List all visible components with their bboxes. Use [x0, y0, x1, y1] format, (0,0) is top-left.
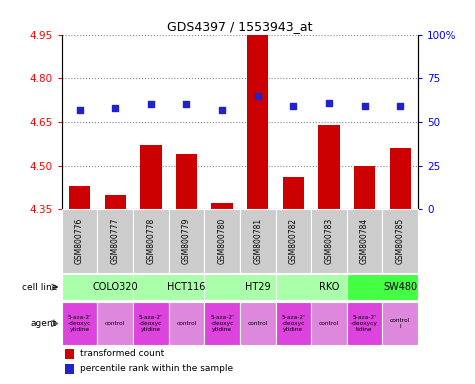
- Bar: [62, 209, 97, 273]
- Text: RKO: RKO: [319, 282, 339, 292]
- Text: HCT116: HCT116: [167, 282, 206, 292]
- Bar: [104, 195, 126, 209]
- Bar: [276, 209, 311, 273]
- Point: [111, 105, 119, 111]
- Text: 5-aza-2'
-deoxyc
ytidine: 5-aza-2' -deoxyc ytidine: [210, 315, 234, 332]
- Bar: [240, 209, 276, 273]
- Point: [361, 103, 369, 109]
- Bar: [65, 349, 74, 359]
- Text: GSM800785: GSM800785: [396, 218, 405, 264]
- Text: GSM800779: GSM800779: [182, 218, 191, 264]
- Text: SW480: SW480: [383, 282, 417, 292]
- Bar: [276, 302, 311, 345]
- Point: [147, 101, 155, 108]
- Bar: [140, 145, 162, 209]
- Text: GSM800780: GSM800780: [218, 218, 227, 264]
- Bar: [347, 302, 382, 345]
- Text: GSM800777: GSM800777: [111, 218, 120, 264]
- Bar: [97, 302, 133, 345]
- Bar: [311, 209, 347, 273]
- Bar: [133, 274, 204, 300]
- Text: transformed count: transformed count: [80, 349, 164, 358]
- Text: GSM800778: GSM800778: [146, 218, 155, 264]
- Bar: [65, 364, 74, 374]
- Bar: [204, 209, 240, 273]
- Bar: [69, 186, 90, 209]
- Bar: [283, 177, 304, 209]
- Point: [289, 103, 297, 109]
- Text: GSM800776: GSM800776: [75, 218, 84, 264]
- Bar: [204, 302, 240, 345]
- Title: GDS4397 / 1553943_at: GDS4397 / 1553943_at: [167, 20, 313, 33]
- Text: percentile rank within the sample: percentile rank within the sample: [80, 364, 233, 374]
- Text: control
l: control l: [390, 318, 410, 329]
- Text: 5-aza-2'
-deoxyc
ytidine: 5-aza-2' -deoxyc ytidine: [139, 315, 163, 332]
- Bar: [247, 35, 268, 209]
- Text: GSM800783: GSM800783: [324, 218, 333, 264]
- Bar: [311, 302, 347, 345]
- Point: [325, 99, 332, 106]
- Text: control: control: [105, 321, 125, 326]
- Text: 5-aza-2'
-deoxyc
ytidine: 5-aza-2' -deoxyc ytidine: [281, 315, 305, 332]
- Bar: [347, 209, 382, 273]
- Bar: [347, 274, 418, 300]
- Text: 5-aza-2'
-deoxycy
tidine: 5-aza-2' -deoxycy tidine: [351, 315, 378, 332]
- Bar: [276, 274, 347, 300]
- Bar: [382, 302, 418, 345]
- Bar: [354, 166, 375, 209]
- Bar: [318, 125, 340, 209]
- Bar: [62, 302, 97, 345]
- Text: COLO320: COLO320: [92, 282, 138, 292]
- Bar: [176, 154, 197, 209]
- Text: GSM800782: GSM800782: [289, 218, 298, 264]
- Text: agent: agent: [31, 319, 57, 328]
- Text: cell line: cell line: [22, 283, 57, 291]
- Bar: [211, 204, 233, 209]
- Point: [396, 103, 404, 109]
- Bar: [97, 209, 133, 273]
- Point: [182, 101, 190, 108]
- Bar: [133, 209, 169, 273]
- Text: GSM800781: GSM800781: [253, 218, 262, 264]
- Bar: [240, 302, 276, 345]
- Bar: [62, 274, 133, 300]
- Text: control: control: [247, 321, 268, 326]
- Bar: [390, 148, 411, 209]
- Text: GSM800784: GSM800784: [360, 218, 369, 264]
- Bar: [382, 209, 418, 273]
- Point: [76, 107, 84, 113]
- Text: control: control: [319, 321, 339, 326]
- Point: [218, 107, 226, 113]
- Bar: [204, 274, 276, 300]
- Bar: [133, 302, 169, 345]
- Bar: [169, 302, 204, 345]
- Point: [254, 93, 261, 99]
- Text: 5-aza-2'
-deoxyc
ytidine: 5-aza-2' -deoxyc ytidine: [67, 315, 92, 332]
- Text: control: control: [176, 321, 197, 326]
- Text: HT29: HT29: [245, 282, 270, 292]
- Bar: [169, 209, 204, 273]
